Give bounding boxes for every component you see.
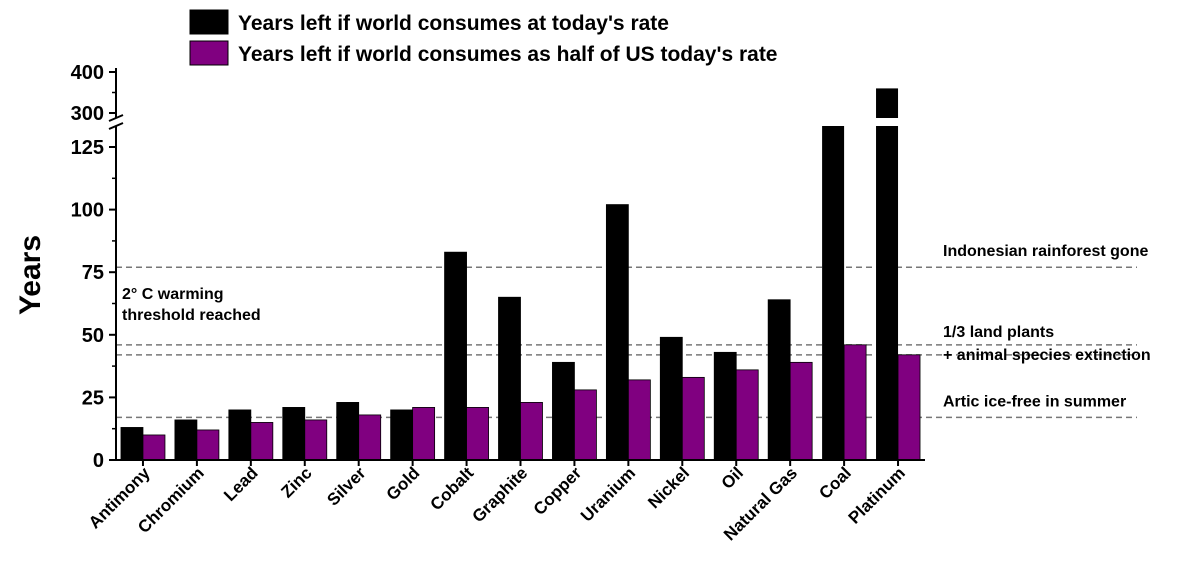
- reference-label: 2° C warming: [122, 286, 224, 303]
- axis-break-mark: [108, 114, 124, 122]
- bar-1-oil: [713, 351, 737, 461]
- reference-label: 1/3 land plants: [943, 324, 1054, 341]
- bar-1-nickel: [659, 336, 683, 461]
- legend-label-1: Years left if world consumes at today's …: [238, 12, 669, 35]
- category-label: Zinc: [277, 463, 315, 501]
- y-tick-label: 400: [71, 62, 104, 84]
- legend-swatch-2: [189, 40, 229, 66]
- bar-1-silver: [336, 402, 360, 461]
- bar-1-graphite: [498, 296, 521, 461]
- bar-2-platinum: [897, 354, 921, 461]
- bar-2-coal: [843, 344, 867, 461]
- y-tick-label: 75: [82, 262, 104, 284]
- legend-label-2: Years left if world consumes as half of …: [238, 43, 778, 66]
- bar-1-platinum-upper: [876, 88, 899, 118]
- bar-1-zinc: [282, 407, 306, 461]
- bar-2-cobalt: [466, 407, 489, 461]
- bar-2-silver: [358, 414, 382, 461]
- bar-1-gold: [390, 409, 414, 461]
- category-label: Silver: [323, 463, 369, 509]
- y-tick-label: 50: [82, 325, 104, 347]
- axis-break-mark: [108, 122, 124, 130]
- y-tick-label: 125: [71, 137, 104, 159]
- category-label: Coal: [815, 463, 854, 502]
- category-label: Cobalt: [427, 463, 478, 514]
- bar-1-antimony: [120, 427, 144, 461]
- bar-2-copper: [574, 389, 597, 461]
- bar-2-gold: [412, 407, 436, 461]
- legend-swatch-1: [189, 9, 229, 35]
- bar-1-cobalt: [444, 251, 467, 461]
- bar-1-uranium: [605, 204, 629, 461]
- reference-label: Indonesian rainforest gone: [943, 243, 1148, 260]
- y-tick-label: 100: [71, 200, 104, 222]
- y-tick-label: 300: [71, 103, 104, 125]
- y-tick-label: 25: [82, 387, 104, 409]
- reference-label: Artic ice-free in summer: [943, 393, 1126, 410]
- bar-2-oil: [735, 369, 759, 461]
- bar-2-chromium: [196, 429, 220, 461]
- category-label: Oil: [718, 463, 747, 492]
- y-axis-label: Years: [14, 235, 47, 315]
- bars: [120, 88, 921, 461]
- bar-1-chromium: [174, 419, 198, 461]
- bar-2-nickel: [681, 376, 705, 461]
- bar-1-copper: [552, 361, 575, 461]
- bar-2-uranium: [627, 379, 651, 461]
- category-label: Gold: [383, 463, 424, 504]
- category-label: Uranium: [577, 463, 639, 525]
- reference-label: threshold reached: [122, 307, 261, 324]
- bar-2-zinc: [304, 419, 328, 461]
- category-label: Graphite: [468, 463, 531, 526]
- y-tick-label: 0: [93, 450, 104, 472]
- bar-2-graphite: [520, 402, 543, 461]
- category-label: Nickel: [644, 463, 693, 512]
- reference-label: + animal species extinction: [943, 347, 1151, 364]
- bar-1-coal: [822, 126, 845, 460]
- reference-lines: Indonesian rainforest gone 2° C warming th…: [116, 243, 1151, 419]
- category-label: Lead: [220, 463, 261, 504]
- bar-2-natural-gas: [789, 361, 813, 461]
- legend: Years left if world consumes at today's …: [189, 9, 778, 66]
- category-label: Platinum: [845, 463, 909, 527]
- bar-1-natural-gas: [767, 299, 791, 461]
- axes: 0 25 50 75 100 125 300 400: [71, 62, 925, 472]
- bar-2-antimony: [142, 434, 166, 461]
- category-label: Copper: [530, 463, 586, 519]
- bar-1-lead: [228, 409, 252, 461]
- bar-2-lead: [250, 422, 274, 461]
- bar-1-platinum: [876, 126, 899, 460]
